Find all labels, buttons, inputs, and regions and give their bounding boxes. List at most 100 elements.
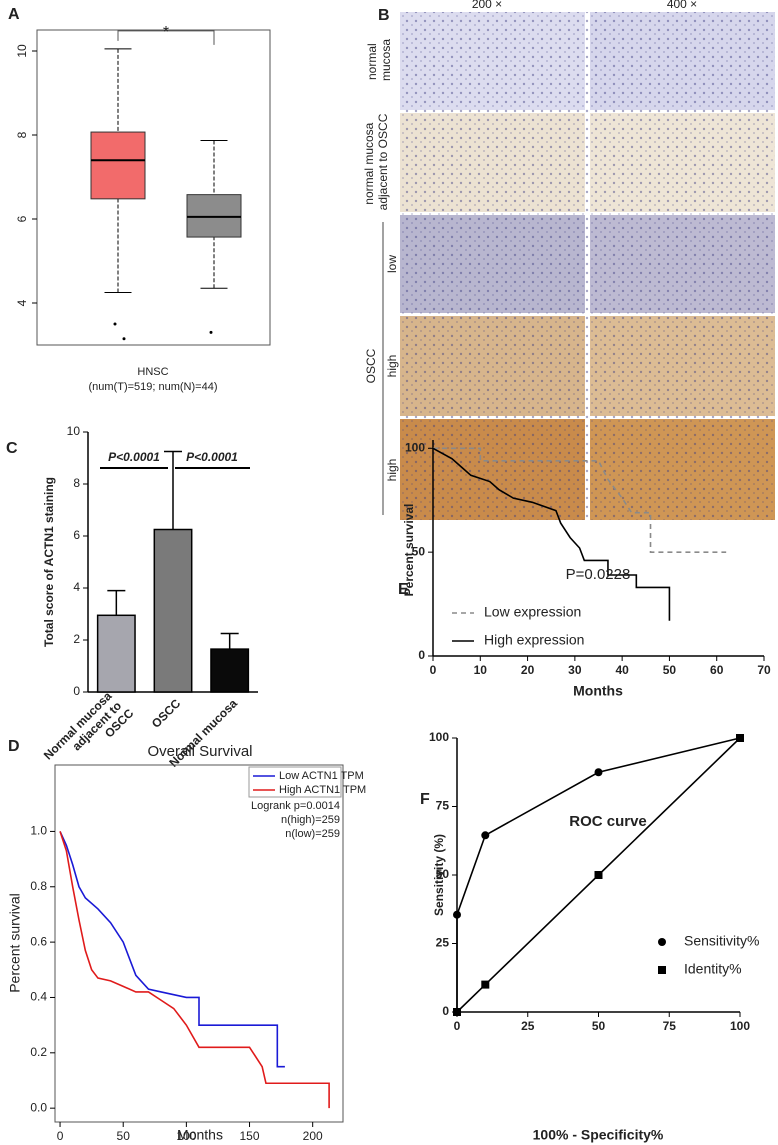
bar [153,528,193,693]
panel-letter: D [8,738,20,755]
grade-label: high [385,355,399,378]
grade-label: low [385,255,399,273]
significance-label: * [163,24,169,41]
x-tick-label: 50 [663,663,677,677]
x-tick-label: 30 [568,663,582,677]
box [186,194,242,238]
marker [594,871,603,879]
y-tick-label: 25 [436,936,450,950]
column-header: 200 × [472,0,502,11]
marker [658,938,666,946]
bar [210,648,250,693]
y-tick-label: 100 [429,730,449,744]
x-tick-label: 70 [757,663,771,677]
y-axis-label: Percent survival [7,893,23,993]
x-tick-label: 50 [592,1019,606,1033]
y-tick-label: 4 [73,580,80,594]
image-texture [400,12,775,520]
y-tick-label: 50 [412,544,426,558]
x-tick-label: 200 [303,1129,323,1143]
plot-frame [36,29,271,346]
y-tick-label: 4 [15,299,29,306]
y-tick-label: 1.0 [30,824,47,838]
x-tick-label: 150 [240,1129,260,1143]
y-axis-label: Total score of ACTN1 staining [42,477,56,647]
x-tick-label: 75 [663,1019,677,1033]
panel-letter: B [378,7,390,24]
legend-note: Logrank p=0.0014 [251,800,340,812]
y-tick-label: 0.4 [30,990,47,1004]
y-tick-label: 10 [15,44,29,58]
x-axis-label: Months [573,683,623,699]
y-tick-label: 0.8 [30,879,47,893]
y-tick-label: 10 [67,424,81,438]
marker [736,734,744,742]
series-line [59,831,330,1109]
x-tick-label: 100 [730,1019,750,1033]
series-line [432,447,671,621]
row-label: OSCC [364,348,378,383]
chart-title: Overall Survival [147,743,252,760]
panel: F ROC curve 100% - Specificity% Sensitivity… [420,730,759,1143]
legend-note: n(high)=259 [281,814,340,826]
annotation: P<0.0001 [108,450,160,464]
series-line [456,737,741,1013]
x-tick-label: OSCC [149,696,184,731]
marker [481,831,490,840]
y-tick-label: 0 [418,648,425,662]
x-tick-label: 40 [615,663,629,677]
marker [481,980,490,989]
legend-label: High expression [484,632,584,648]
y-axis-label: Percent survival [402,504,416,597]
box [90,131,146,200]
y-tick-label: 100 [405,440,425,454]
plot-frame [54,764,344,1123]
x-axis-label: (num(T)=519; num(N)=44) [89,381,218,393]
marker [658,966,666,974]
y-tick-label: 2 [73,632,80,646]
significance-bracket [117,30,215,45]
legend-label: High ACTN1 TPM [279,784,366,796]
row-label: normal mucosa [365,39,393,81]
x-tick-label: 60 [710,663,724,677]
legend-label: Low expression [484,604,581,620]
y-tick-label: 0 [73,684,80,698]
histology-images [382,12,775,520]
y-tick-label: 6 [73,528,80,542]
marker [453,1008,461,1016]
panel-letter: F [420,791,430,808]
y-tick-label: 0.6 [30,934,47,948]
x-tick-label: 0 [454,1019,461,1033]
y-tick-label: 8 [73,476,80,490]
y-tick-label: 50 [436,867,450,881]
flier [113,322,117,326]
series-line [59,831,285,1068]
bar [96,614,136,693]
column-header: 400 × [667,0,697,11]
x-axis-label: Months [177,1127,223,1143]
panel: A HNSC (num(T)=519; num(N)=44) 4 6 8 10 * [8,6,271,393]
panel-letter: A [8,6,20,23]
legend-box [248,766,342,798]
x-tick-label: 20 [521,663,535,677]
series-line [433,447,727,553]
x-axis-label: HNSC [137,366,168,378]
panel-letter: E [398,581,409,598]
panel: E Months Percent survival 0 50 100 0 10 20 30 40 50… [398,440,771,699]
flier [209,330,213,334]
y-tick-label: 0 [442,1004,449,1018]
legend-note: n(low)=259 [285,828,340,840]
grade-label: high [385,459,399,482]
legend-label: Sensitivity% [684,933,759,949]
legend-label: Low ACTN1 TPM [279,770,364,782]
y-tick-label: 0.0 [30,1100,47,1114]
x-axis-label: 100% - Specificity% [533,1127,664,1143]
x-tick-label: 100 [176,1129,196,1143]
legend-label: Identity% [684,961,742,977]
annotation: P<0.0001 [186,450,238,464]
row-label: normal mucosa adjacent to OSCC [362,113,390,210]
x-tick-label: 0 [430,663,437,677]
x-tick-label: 25 [521,1019,535,1033]
